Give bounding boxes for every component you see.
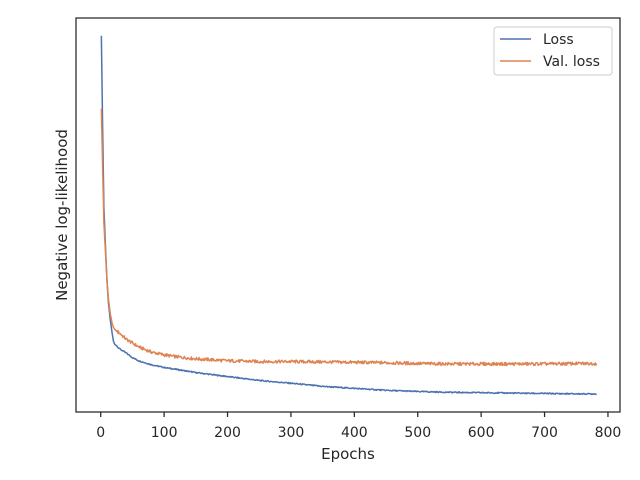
series-line-val-loss	[100, 108, 598, 367]
x-tick-label: 800	[595, 425, 622, 441]
x-tick-label: 0	[96, 425, 105, 441]
x-tick-label: 600	[468, 425, 495, 441]
x-axis-label: Epochs	[321, 445, 375, 463]
plot-lines	[100, 35, 598, 396]
legend-label: Loss	[543, 32, 574, 48]
x-tick-label: 400	[341, 425, 368, 441]
y-axis-label: Negative log-likelihood	[53, 129, 71, 301]
x-tick-label: 100	[151, 425, 178, 441]
plot-frame	[75, 17, 621, 413]
legend-label: Val. loss	[543, 54, 600, 70]
x-axis-ticks: 0 100 200 300 400 500 600 700 800	[96, 412, 621, 441]
series-line-loss	[100, 35, 597, 396]
x-tick-label: 700	[531, 425, 558, 441]
legend: Loss Val. loss	[493, 26, 613, 76]
x-tick-label: 200	[214, 425, 241, 441]
x-tick-label: 300	[278, 425, 305, 441]
x-tick-label: 500	[404, 425, 431, 441]
